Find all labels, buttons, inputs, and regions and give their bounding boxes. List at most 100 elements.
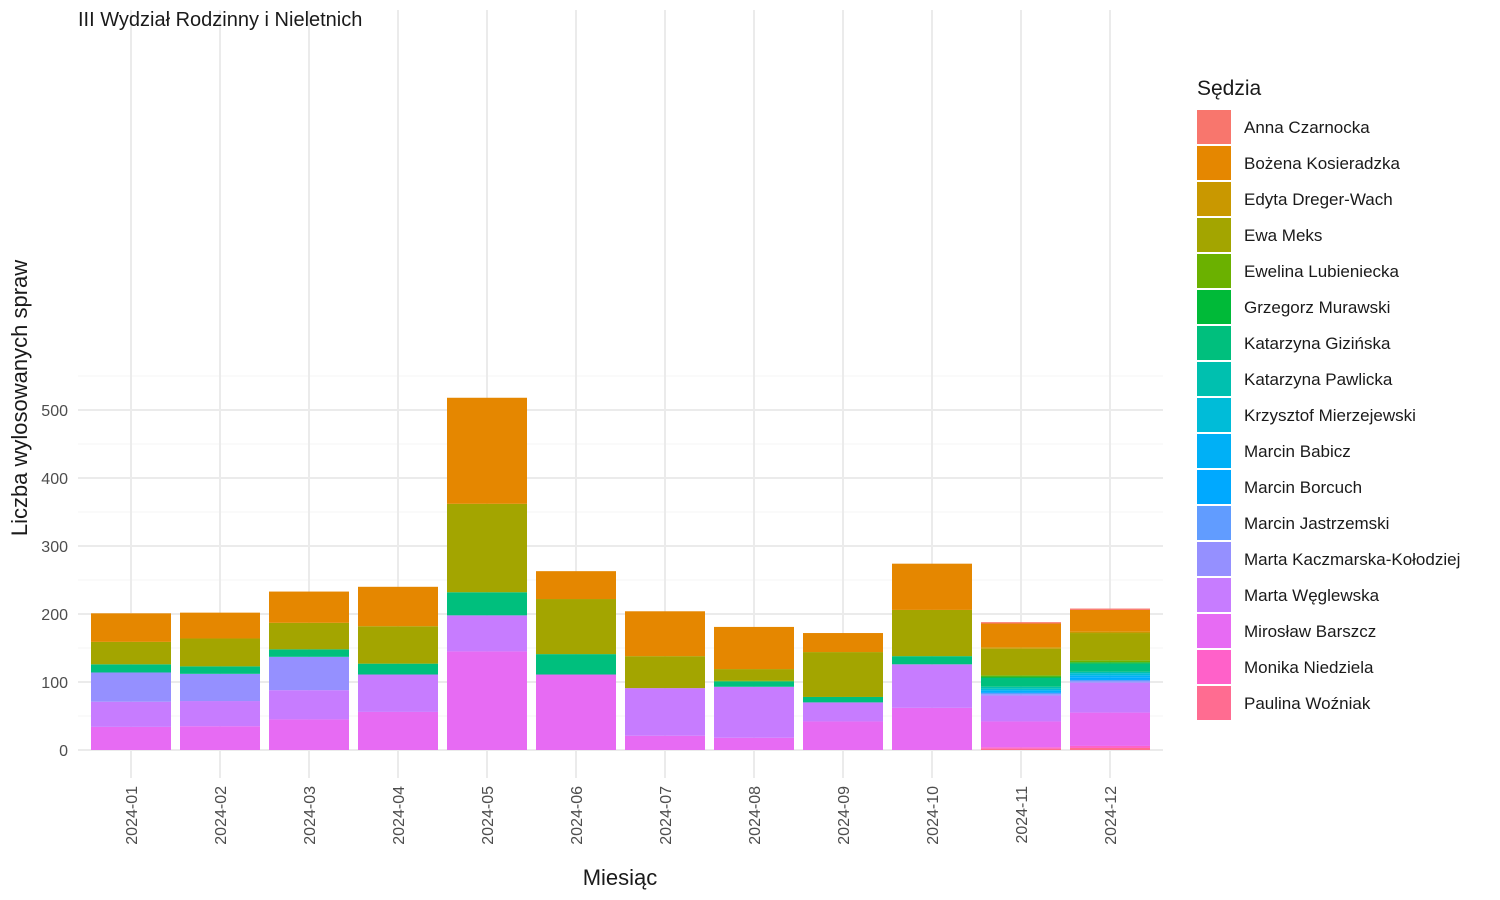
bar-segment <box>536 674 616 750</box>
bar-segment <box>981 675 1061 677</box>
bar-segment <box>91 664 171 673</box>
x-tick-label: 2024-07 <box>658 786 675 845</box>
bar-segment <box>91 641 171 665</box>
bar-segment <box>180 612 260 639</box>
chart-title: III Wydział Rodzinny i Nieletnich <box>78 9 362 31</box>
bar-segment <box>1070 671 1150 674</box>
x-axis-ticks: 2024-01 2024-02 2024-03 2024-04 2024-05 2024-… <box>124 786 1120 845</box>
bars <box>91 397 1150 750</box>
legend-label: Marta Węglewska <box>1244 586 1380 605</box>
bar-segment <box>892 707 972 750</box>
bar-segment <box>269 649 349 657</box>
bar-segment <box>1070 679 1150 682</box>
legend-swatch <box>1197 578 1231 612</box>
x-tick-label: 2024-08 <box>747 786 764 845</box>
legend-label: Anna Czarnocka <box>1244 118 1370 137</box>
bar-segment <box>803 702 883 722</box>
legend-swatch <box>1197 686 1231 720</box>
legend: Sędzia Anna Czarnocka Bożena Kosieradzka E… <box>1197 77 1460 720</box>
bar-segment <box>269 719 349 750</box>
bar-segment <box>981 686 1061 689</box>
x-tick-label: 2024-11 <box>1014 786 1031 844</box>
legend-swatch <box>1197 182 1231 216</box>
bar-segment <box>981 694 1061 696</box>
x-tick-label: 2024-10 <box>925 786 942 845</box>
bar-segment <box>1070 609 1150 632</box>
bar-segment <box>803 721 883 750</box>
x-tick-label: 2024-02 <box>213 786 230 845</box>
y-axis-ticks: 0 100 200 300 400 500 <box>41 403 68 760</box>
bar-segment <box>269 656 349 691</box>
bar-segment <box>892 664 972 708</box>
bar-segment <box>981 688 1061 691</box>
bar-segment <box>358 711 438 750</box>
bar-segment <box>625 611 705 657</box>
bar-segment <box>892 609 972 657</box>
bar-segment <box>1070 675 1150 678</box>
bar-segment <box>714 681 794 687</box>
bar-segment <box>714 737 794 750</box>
legend-title: Sędzia <box>1197 77 1262 100</box>
bar-segment <box>714 686 794 738</box>
bar-segment <box>981 677 1061 687</box>
y-tick-label: 200 <box>41 607 68 624</box>
x-tick-label: 2024-04 <box>391 786 408 845</box>
bar-segment <box>447 503 527 593</box>
y-axis-title: Liczba wylosowanych spraw <box>7 260 32 536</box>
bar-segment <box>1070 633 1150 661</box>
x-tick-label: 2024-05 <box>480 786 497 845</box>
legend-label: Monika Niedziela <box>1244 658 1374 677</box>
bar-segment <box>981 692 1061 695</box>
bar-segment <box>1070 631 1150 634</box>
bar-segment <box>714 680 794 682</box>
bar-segment <box>1070 712 1150 746</box>
x-tick-label: 2024-03 <box>302 786 319 845</box>
bar-segment <box>1070 663 1150 672</box>
bar-segment <box>625 656 705 689</box>
bar-segment <box>981 623 1061 648</box>
y-tick-label: 300 <box>41 539 68 556</box>
legend-label: Krzysztof Mierzejewski <box>1244 406 1416 425</box>
bar-segment <box>180 638 260 667</box>
bar-segment <box>1070 747 1150 750</box>
bar-segment <box>180 726 260 750</box>
bar-segment <box>625 688 705 736</box>
bar-segment <box>981 691 1061 693</box>
bar-segment <box>358 674 438 712</box>
legend-label: Edyta Dreger-Wach <box>1244 190 1393 209</box>
y-tick-label: 500 <box>41 403 68 420</box>
bar-segment <box>981 747 1061 749</box>
y-tick-label: 0 <box>59 743 68 760</box>
bar-segment <box>269 591 349 623</box>
legend-label: Ewa Meks <box>1244 226 1322 245</box>
legend-label: Paulina Woźniak <box>1244 694 1371 713</box>
bar-segment <box>714 626 794 670</box>
legend-swatch <box>1197 326 1231 360</box>
bar-segment <box>447 615 527 652</box>
legend-label: Mirosław Barszcz <box>1244 622 1376 641</box>
bar-segment <box>1070 681 1150 683</box>
legend-swatch <box>1197 470 1231 504</box>
x-tick-label: 2024-01 <box>124 786 141 845</box>
bar-segment <box>447 397 527 504</box>
legend-swatch <box>1197 434 1231 468</box>
bar-segment <box>358 663 438 675</box>
bar-segment <box>358 586 438 627</box>
bar-segment <box>180 701 260 727</box>
x-axis-title: Miesiąc <box>583 865 658 890</box>
bar-segment <box>536 654 616 675</box>
bar-segment <box>981 695 1061 722</box>
bar-segment <box>91 613 171 642</box>
legend-label: Bożena Kosieradzka <box>1244 154 1400 173</box>
bar-segment <box>358 626 438 664</box>
bar-segment <box>803 696 883 703</box>
bar-segment <box>447 651 527 750</box>
bar-segment <box>269 622 349 650</box>
bar-segment <box>803 652 883 697</box>
bar-segment <box>803 633 883 653</box>
bar-segment <box>981 676 1061 678</box>
bar-segment <box>536 571 616 600</box>
legend-swatch <box>1197 218 1231 252</box>
legend-label: Ewelina Lubieniecka <box>1244 262 1400 281</box>
bar-segment <box>1070 660 1150 663</box>
